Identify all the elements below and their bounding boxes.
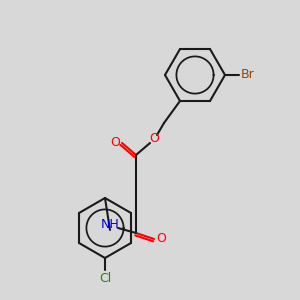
- Text: O: O: [110, 136, 120, 149]
- Text: O: O: [156, 232, 166, 245]
- Text: Br: Br: [241, 68, 255, 82]
- Text: Cl: Cl: [99, 272, 111, 284]
- Text: O: O: [149, 133, 159, 146]
- Text: NH: NH: [100, 218, 119, 232]
